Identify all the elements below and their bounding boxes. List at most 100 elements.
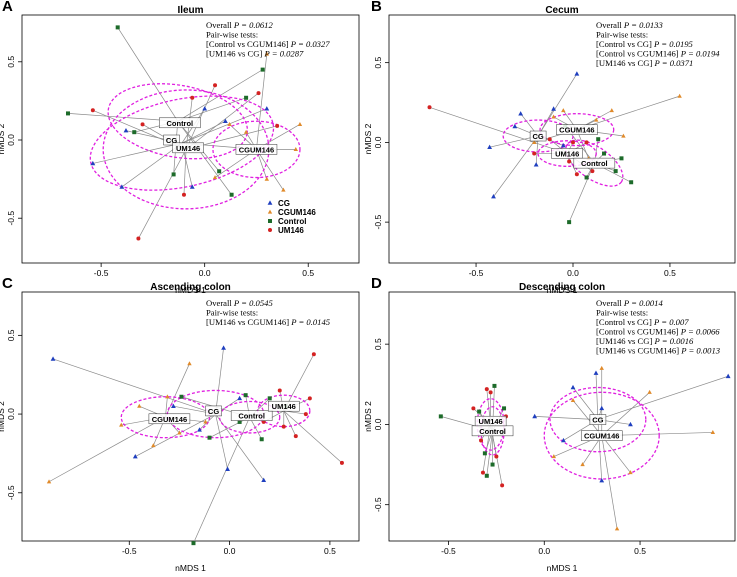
point-control xyxy=(267,396,272,401)
plot-frame xyxy=(388,291,736,542)
spoke-line xyxy=(215,347,224,415)
stat-annotation: [UM146 vs CGUM146] P = 0.0145 xyxy=(206,317,331,327)
spoke-line xyxy=(52,358,216,415)
y-axis-label: nMDS 2 xyxy=(0,401,6,432)
point-cgum146 xyxy=(243,129,249,134)
stat-annotation: Overall P = 0.0545 xyxy=(206,298,273,308)
ellipse-cg xyxy=(502,119,574,153)
legend-entry: Control xyxy=(278,217,306,226)
point-um146 xyxy=(574,172,579,177)
point-cg xyxy=(222,118,228,124)
point-um146 xyxy=(471,406,476,411)
point-cg xyxy=(561,437,566,443)
point-cgum146 xyxy=(177,430,182,435)
ellipse-cgum146 xyxy=(212,120,301,179)
x-tick-label: 0.0 xyxy=(224,546,236,556)
point-um146 xyxy=(136,236,141,241)
group-label: UM146 xyxy=(479,417,503,426)
point-cgum146 xyxy=(281,187,286,192)
panel-letter: A xyxy=(2,0,13,15)
point-cgum146 xyxy=(264,51,270,56)
point-cg xyxy=(132,453,138,459)
group-label-box xyxy=(148,413,191,425)
point-cg xyxy=(123,128,129,133)
point-control xyxy=(438,414,443,419)
point-cgum146 xyxy=(187,361,192,366)
point-cg xyxy=(551,106,557,111)
y-tick-label: -0.5 xyxy=(6,211,16,226)
point-cg xyxy=(202,106,208,111)
point-cgum146 xyxy=(710,430,716,435)
spoke-line xyxy=(185,92,259,150)
point-um146 xyxy=(571,140,575,145)
ellipse-cgum146 xyxy=(120,396,211,439)
group-label: CG xyxy=(166,136,177,145)
point-cgum146 xyxy=(137,403,142,408)
point-cgum146 xyxy=(614,526,620,531)
ellipse-um146 xyxy=(537,140,597,167)
y-axis-label: nMDS 2 xyxy=(0,123,6,154)
spoke-line xyxy=(215,413,264,481)
point-cgum146 xyxy=(151,443,156,448)
group-label: CGUM146 xyxy=(239,145,274,154)
point-cgum146 xyxy=(621,133,626,138)
y-tick-label: 0.0 xyxy=(6,134,16,146)
spoke-line xyxy=(537,73,578,137)
point-control xyxy=(502,406,507,411)
point-control xyxy=(237,419,242,424)
point-control xyxy=(477,409,482,414)
point-cgum146 xyxy=(609,108,614,113)
y-tick-label: 0.5 xyxy=(6,329,16,341)
point-control xyxy=(482,451,487,456)
ellipse-cgum146 xyxy=(543,391,660,480)
point-um146 xyxy=(190,95,195,100)
point-cgum146 xyxy=(165,394,170,399)
point-um146 xyxy=(500,483,505,488)
point-cg xyxy=(599,478,605,483)
point-cg xyxy=(491,194,496,199)
stat-annotation: [Control vs CGUM146] P = 0.0194 xyxy=(596,49,720,59)
panel-b: B Cecum -0.5 0.0 0.5 -0.5 0.0 0.5 nMDS 1 nMDS 2 CG… xyxy=(363,0,736,295)
point-um146 xyxy=(547,137,552,142)
point-um146 xyxy=(256,91,261,96)
group-label: CGUM146 xyxy=(559,126,594,135)
plot-title: Ascending colon xyxy=(150,282,231,293)
x-tick-label: -0.5 xyxy=(469,268,484,278)
panel-d: D Descending colon -0.5 0.0 0.5 -0.5 0.0 0.5 nMD… xyxy=(363,275,736,573)
group-label-box xyxy=(556,124,598,135)
point-um146 xyxy=(213,83,218,88)
point-cgum146 xyxy=(594,117,599,122)
point-um146 xyxy=(311,352,316,357)
spoke-line xyxy=(576,95,680,130)
point-cg xyxy=(593,370,599,375)
point-cgum146 xyxy=(119,422,124,427)
stat-annotation: Pair-wise tests: xyxy=(206,30,258,40)
stat-annotation: Overall P = 0.0133 xyxy=(596,20,663,30)
stat-annotation: Overall P = 0.0612 xyxy=(206,20,273,30)
point-cg xyxy=(119,184,125,189)
point-cgum146 xyxy=(628,470,633,475)
point-control xyxy=(629,180,634,185)
x-tick-label: -0.5 xyxy=(122,546,137,556)
spoke-line xyxy=(215,413,228,470)
group-label: UM146 xyxy=(176,144,200,153)
point-cg xyxy=(197,427,202,432)
x-tick-label: 0.5 xyxy=(324,546,336,556)
point-um146 xyxy=(488,390,493,395)
x-axis-label: nMDS 1 xyxy=(547,285,578,295)
group-label: CG xyxy=(532,132,543,141)
point-cg xyxy=(189,184,195,189)
point-control xyxy=(584,175,589,180)
point-cgum146 xyxy=(212,175,218,180)
point-cg xyxy=(574,71,580,76)
group-label: CG xyxy=(592,416,603,425)
y-tick-label: -0.5 xyxy=(6,485,16,500)
spoke-line xyxy=(572,400,603,436)
spoke-line xyxy=(597,375,729,420)
point-um146 xyxy=(532,151,537,156)
spoke-line xyxy=(135,413,216,457)
spoke-line xyxy=(138,149,187,239)
point-um146 xyxy=(307,396,312,401)
point-cgum146 xyxy=(570,397,576,402)
point-control xyxy=(613,169,618,174)
